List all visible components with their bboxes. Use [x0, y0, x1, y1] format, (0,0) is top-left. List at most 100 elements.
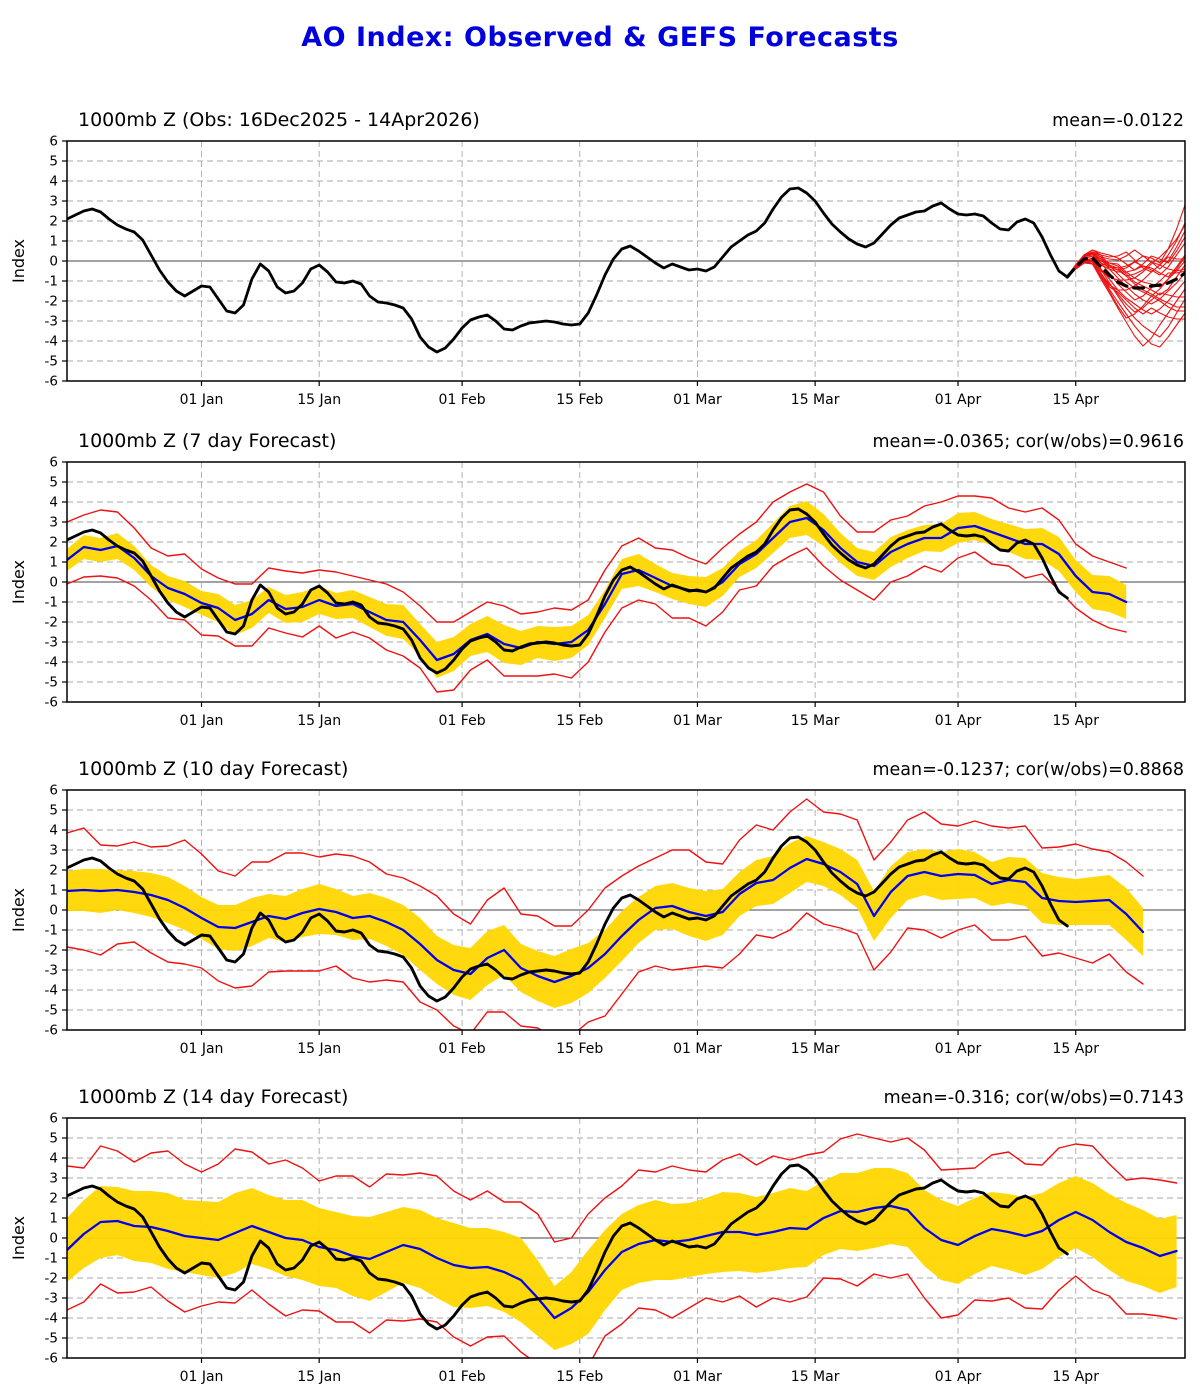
x-tick-label: 15 Apr: [1052, 1041, 1099, 1057]
y-tick-label: -4: [45, 1311, 58, 1327]
y-tick-label: -2: [45, 1271, 58, 1287]
x-tick-label: 01 Mar: [673, 1369, 722, 1385]
y-tick-label: -2: [45, 943, 58, 959]
y-tick-label: 1: [49, 1211, 58, 1227]
x-tick-label: 01 Apr: [935, 1369, 982, 1385]
y-tick-label: 6: [49, 783, 58, 799]
y-tick-label: 4: [49, 823, 58, 839]
panel-1-stats: mean=-0.0122: [1052, 111, 1184, 131]
y-tick-label: -6: [45, 695, 58, 711]
x-tick-label: 01 Feb: [439, 1041, 486, 1057]
y-tick-label: 3: [49, 515, 58, 531]
y-tick-label: 6: [49, 455, 58, 471]
x-tick-label: 01 Apr: [935, 392, 982, 408]
y-tick-label: -3: [45, 314, 58, 330]
x-tick-label: 01 Apr: [935, 713, 982, 729]
x-tick-label: 15 Mar: [791, 713, 840, 729]
panel-2-title: 1000mb Z (7 day Forecast): [78, 430, 337, 452]
panel-4-stats: mean=-0.316; cor(w/obs)=0.7143: [883, 1088, 1184, 1108]
y-tick-label: 4: [49, 495, 58, 511]
x-tick-label: 01 Mar: [673, 713, 722, 729]
y-axis-label: Index: [9, 1216, 28, 1260]
x-tick-label: 01 Jan: [180, 392, 224, 408]
x-tick-label: 01 Mar: [673, 392, 722, 408]
y-tick-label: 0: [49, 254, 58, 270]
y-tick-label: 4: [49, 1151, 58, 1167]
panel-3-title: 1000mb Z (10 day Forecast): [78, 758, 349, 780]
y-tick-label: 5: [49, 803, 58, 819]
panel-2-stats: mean=-0.0365; cor(w/obs)=0.9616: [872, 432, 1184, 452]
x-tick-label: 15 Apr: [1052, 392, 1099, 408]
y-tick-label: 2: [49, 863, 58, 879]
y-tick-label: 3: [49, 1171, 58, 1187]
y-tick-label: -6: [45, 374, 58, 390]
x-tick-label: 15 Feb: [556, 1369, 603, 1385]
x-tick-label: 15 Jan: [297, 713, 341, 729]
y-tick-label: 3: [49, 843, 58, 859]
y-tick-label: -1: [45, 1251, 58, 1267]
y-tick-label: 0: [49, 903, 58, 919]
y-tick-label: 2: [49, 535, 58, 551]
y-tick-label: 1: [49, 234, 58, 250]
x-tick-label: 15 Jan: [297, 1369, 341, 1385]
x-tick-label: 15 Jan: [297, 392, 341, 408]
page-title: AO Index: Observed & GEFS Forecasts: [301, 22, 899, 53]
y-tick-label: 1: [49, 883, 58, 899]
x-tick-label: 15 Feb: [556, 713, 603, 729]
y-tick-label: 0: [49, 1231, 58, 1247]
y-tick-label: 4: [49, 174, 58, 190]
y-tick-label: 6: [49, 1111, 58, 1127]
y-tick-label: -6: [45, 1351, 58, 1367]
x-tick-label: 15 Mar: [791, 392, 840, 408]
y-tick-label: -3: [45, 963, 58, 979]
x-tick-label: 15 Mar: [791, 1041, 840, 1057]
y-axis-label: Index: [9, 239, 28, 283]
x-tick-label: 15 Apr: [1052, 1369, 1099, 1385]
y-tick-label: -2: [45, 615, 58, 631]
y-tick-label: -3: [45, 1291, 58, 1307]
y-tick-label: 5: [49, 475, 58, 491]
y-tick-label: 2: [49, 214, 58, 230]
panel-4-title: 1000mb Z (14 day Forecast): [78, 1086, 349, 1108]
x-tick-label: 15 Feb: [556, 1041, 603, 1057]
y-tick-label: -4: [45, 655, 58, 671]
y-tick-label: 3: [49, 194, 58, 210]
panel-series-3: [67, 798, 1145, 1030]
x-tick-label: 01 Jan: [180, 713, 224, 729]
y-tick-label: -2: [45, 294, 58, 310]
y-tick-label: -5: [45, 1003, 58, 1019]
y-tick-label: -1: [45, 274, 58, 290]
x-tick-label: 01 Jan: [180, 1369, 224, 1385]
panel-series-2: [67, 483, 1128, 693]
y-tick-label: -5: [45, 675, 58, 691]
x-tick-label: 15 Feb: [556, 392, 603, 408]
y-tick-label: 0: [49, 575, 58, 591]
x-tick-label: 15 Mar: [791, 1369, 840, 1385]
x-tick-label: 15 Apr: [1052, 713, 1099, 729]
y-tick-label: 2: [49, 1191, 58, 1207]
y-axis-label: Index: [9, 560, 28, 604]
x-tick-label: 01 Apr: [935, 1041, 982, 1057]
y-tick-label: 1: [49, 555, 58, 571]
y-tick-label: -1: [45, 595, 58, 611]
y-tick-label: 5: [49, 1131, 58, 1147]
y-tick-label: -3: [45, 635, 58, 651]
y-tick-label: -6: [45, 1023, 58, 1039]
y-tick-label: 5: [49, 154, 58, 170]
x-tick-label: 01 Mar: [673, 1041, 722, 1057]
panel-series-1: [67, 186, 1185, 354]
y-tick-label: -1: [45, 923, 58, 939]
panel-1-title: 1000mb Z (Obs: 16Dec2025 - 14Apr2026): [78, 109, 480, 131]
x-tick-label: 01 Jan: [180, 1041, 224, 1057]
panel-series-4: [67, 1133, 1178, 1358]
y-tick-label: 6: [49, 134, 58, 150]
panel-3-stats: mean=-0.1237; cor(w/obs)=0.8868: [872, 760, 1184, 780]
x-tick-label: 15 Jan: [297, 1041, 341, 1057]
x-tick-label: 01 Feb: [439, 1369, 486, 1385]
x-tick-label: 01 Feb: [439, 392, 486, 408]
y-axis-label: Index: [9, 888, 28, 932]
x-tick-label: 01 Feb: [439, 713, 486, 729]
y-tick-label: -5: [45, 1331, 58, 1347]
